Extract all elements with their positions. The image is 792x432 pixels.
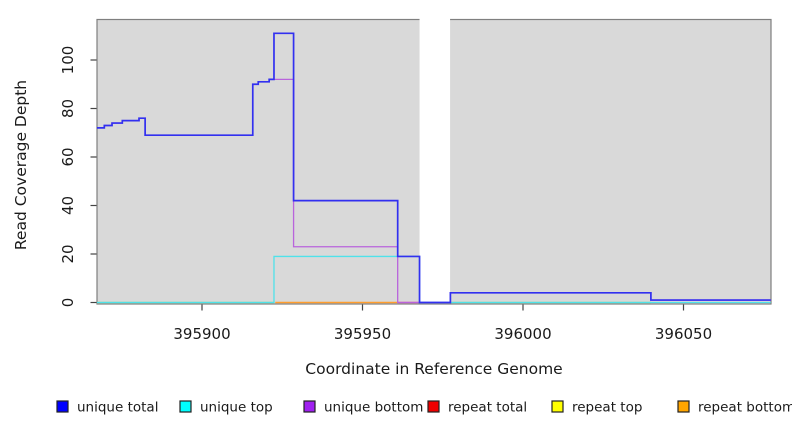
y-tick-label: 20 (59, 244, 77, 263)
y-tick-label: 100 (59, 46, 77, 75)
plot-lines-layer (96, 12, 771, 304)
legend-swatch-repeat-top (551, 400, 564, 413)
legend-item: repeat total (427, 400, 527, 416)
legend-label: repeat total (448, 400, 527, 416)
x-tick-label: 395900 (173, 325, 230, 343)
x-axis: 395900 395950 396000 396050 Coordinate i… (173, 304, 712, 378)
y-tick-label: 0 (59, 298, 77, 308)
x-tick-label: 396000 (494, 325, 551, 343)
y-tick-label: 80 (59, 99, 77, 118)
legend: unique total unique top unique bottom re… (56, 400, 792, 416)
legend-item: repeat top (551, 400, 642, 416)
legend-item: unique top (179, 400, 273, 416)
legend-swatch-unique-bottom (303, 400, 316, 413)
x-tick-label: 396050 (655, 325, 712, 343)
series-unique-total-line (96, 32, 771, 304)
series-unique-top-line (96, 255, 771, 304)
y-tick-label: 60 (59, 147, 77, 166)
legend-label: repeat top (572, 400, 642, 416)
legend-label: unique total (77, 400, 158, 416)
y-tick-label: 40 (59, 196, 77, 215)
y-axis-title: Read Coverage Depth (12, 80, 30, 250)
legend-label: unique top (200, 400, 273, 416)
legend-swatch-unique-total (56, 400, 69, 413)
x-tick-label: 395950 (334, 325, 391, 343)
legend-label: repeat bottom (698, 400, 792, 416)
legend-item: unique total (56, 400, 158, 416)
legend-label: unique bottom (324, 400, 423, 416)
legend-item: repeat bottom (677, 400, 792, 416)
x-axis-title: Coordinate in Reference Genome (305, 360, 562, 378)
legend-swatch-repeat-total (427, 400, 440, 413)
y-axis: 0 20 40 60 80 100 Read Coverage Depth (12, 46, 97, 308)
legend-item: unique bottom (303, 400, 423, 416)
masked-region (419, 12, 451, 304)
legend-swatch-unique-top (179, 400, 192, 413)
legend-swatch-repeat-bottom (677, 400, 690, 413)
